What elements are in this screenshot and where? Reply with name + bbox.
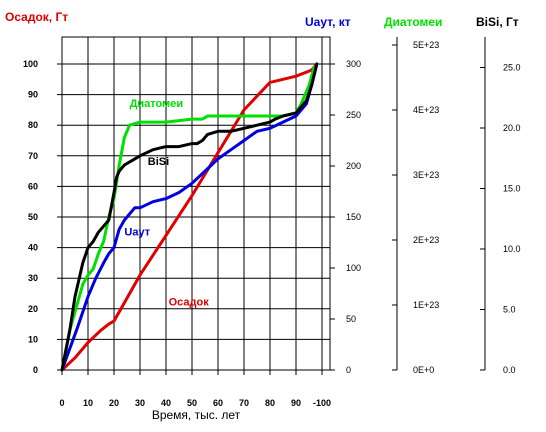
x-axis-tick-label: 10 [83,398,93,408]
uaut-axis-title: Uаут, кт [305,15,351,29]
series-line-Осадок [60,62,319,372]
left-axis-tick-label: 60 [28,181,38,191]
x-axis-tick-label: 20 [109,398,119,408]
left-axis-tick-label: 70 [28,151,38,161]
x-axis-tick-label: 90 [291,398,301,408]
series-annotation: Осадок [169,297,210,309]
left-axis-tick-label: 0 [33,365,38,375]
uaut-axis-tick-label: 300 [346,59,361,69]
bisi-axis-tick-label: 5.0 [503,305,516,315]
series-annotation: BiSi [148,156,169,168]
x-axis-tick-label: 60 [213,398,223,408]
diatom-axis-tick-label: 0E+0 [413,365,434,375]
x-axis-tick-label: -100 [313,398,331,408]
series-line-Диатомеи [60,65,316,372]
series-line-Uаут [60,62,319,372]
bisi-axis-tick-label: 0.0 [503,365,516,375]
left-axis-tick-label: 50 [28,212,38,222]
left-axis-tick-label: 100 [23,59,38,69]
diatom-axis-tick-label: 5E+23 [413,40,439,50]
left-axis-title: Осадок, Гт [5,10,68,24]
uaut-axis-tick-label: 150 [346,212,361,222]
x-axis-tick-label: 80 [265,398,275,408]
bisi-axis-title: BiSi, Гт [476,15,519,29]
left-axis-tick-label: 90 [28,90,38,100]
bisi-axis-tick-label: 15.0 [503,184,521,194]
bisi-axis-tick-label: 10.0 [503,244,521,254]
series-annotation: Uаут [124,226,150,238]
series-line-BiSi [60,62,319,372]
grid [61,37,330,371]
series-annotation: Диатомеи [130,98,184,110]
left-axis-tick-label: 30 [28,273,38,283]
bisi-axis-tick-label: 20.0 [503,123,521,133]
x-axis-tick-label: 50 [187,398,197,408]
x-axis-tick-label: 40 [161,398,171,408]
left-axis-tick-label: 80 [28,120,38,130]
left-axis-tick-label: 10 [28,334,38,344]
diatom-axis-tick-label: 4E+23 [413,105,439,115]
bisi-axis-tick-label: 25.0 [503,63,521,73]
x-axis-tick-label: 30 [135,398,145,408]
x-axis-tick-label: 0 [59,398,64,408]
diatom-axis-tick-label: 3E+23 [413,170,439,180]
diatom-axis-title: Диатомеи [384,15,442,29]
uaut-axis-tick-label: 200 [346,161,361,171]
uaut-axis-tick-label: 0 [346,365,351,375]
x-axis-tick-label: 70 [239,398,249,408]
uaut-axis-tick-label: 50 [346,314,356,324]
diatom-axis-tick-label: 1E+23 [413,300,439,310]
x-axis-title: Время, тыс. лет [152,408,241,422]
plot-frame [61,36,331,371]
left-axis-tick-label: 40 [28,243,38,253]
uaut-axis-tick-label: 100 [346,263,361,273]
diatom-axis-tick-label: 2E+23 [413,235,439,245]
left-axis-tick-label: 20 [28,304,38,314]
uaut-axis-tick-label: 250 [346,110,361,120]
